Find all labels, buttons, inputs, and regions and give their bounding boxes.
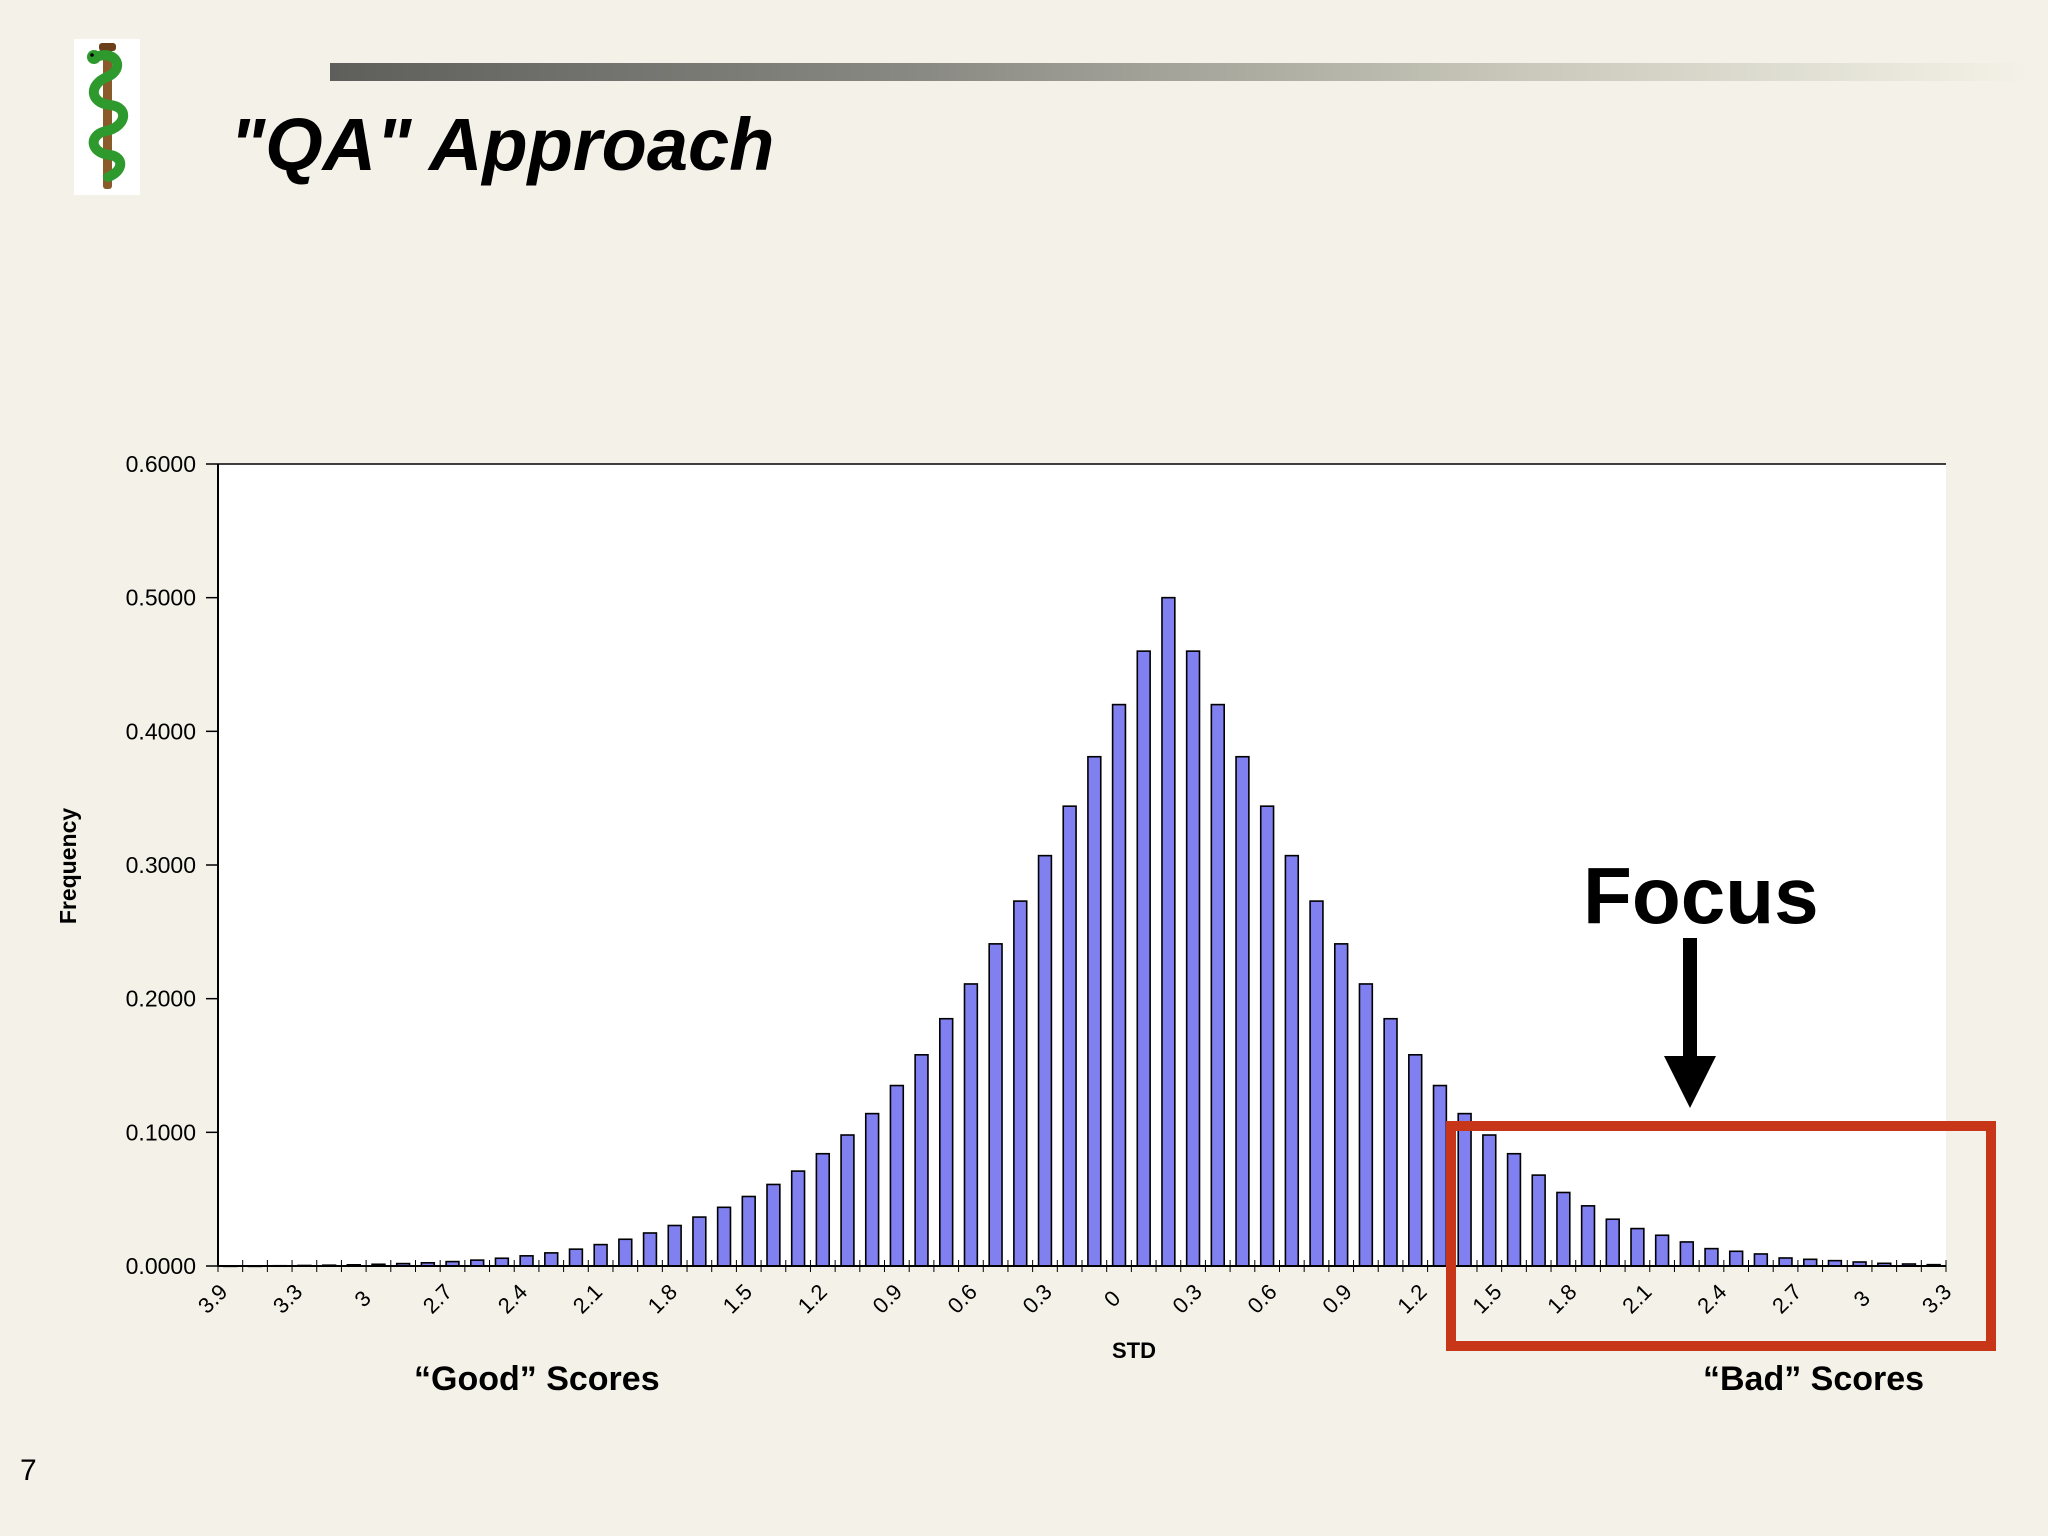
histogram-bar: [1259, 805, 1275, 1267]
x-tick-label: 0: [1099, 1286, 1125, 1312]
histogram-bar: [1383, 1017, 1398, 1267]
x-tick-label: 3.3: [268, 1279, 307, 1318]
x-tick-label: 3: [349, 1286, 375, 1312]
histogram-bar: [1185, 650, 1201, 1267]
y-tick-label: 0.6000: [126, 451, 196, 477]
y-tick-label: 0.4000: [126, 718, 196, 744]
x-tick-label: 0.9: [1317, 1279, 1356, 1318]
rod-of-asclepius-icon: [87, 43, 128, 189]
x-tick-label: 2.7: [418, 1279, 457, 1318]
x-tick-label: 0.3: [1167, 1279, 1206, 1318]
histogram-bar: [939, 1017, 954, 1267]
histogram-bar: [494, 1257, 510, 1267]
y-axis-ticks: 0.0000 0.1000 0.2000 0.3000 0.4000 0.5000 0.60…: [126, 451, 218, 1279]
histogram-bar: [1087, 755, 1102, 1267]
histogram-bar: [864, 1112, 880, 1267]
histogram-bar: [1062, 805, 1077, 1267]
down-arrow-icon: [1664, 938, 1716, 1108]
good-scores-label: “Good” Scores: [414, 1360, 660, 1398]
histogram-bar: [667, 1224, 682, 1267]
histogram-bar: [1210, 703, 1225, 1267]
x-tick-label: 3.9: [193, 1279, 232, 1318]
histogram-bar: [716, 1206, 732, 1267]
histogram-bar: [519, 1255, 534, 1267]
histogram-bar: [914, 1054, 929, 1267]
y-tick-label: 0.1000: [126, 1119, 196, 1145]
x-tick-label: 2.1: [568, 1279, 607, 1318]
x-tick-label: 1.2: [1392, 1279, 1431, 1318]
histogram-bar: [692, 1216, 707, 1267]
slide-title: "QA" Approach: [230, 103, 775, 186]
x-tick-label: 2.4: [493, 1279, 532, 1318]
histogram-bar: [1432, 1084, 1448, 1267]
histogram-bar: [815, 1152, 831, 1267]
y-tick-label: 0.5000: [126, 585, 196, 611]
histogram-bar: [1111, 703, 1127, 1267]
x-tick-label: 0.6: [943, 1279, 982, 1318]
histogram-bar: [618, 1238, 633, 1267]
x-tick-label: 1.8: [643, 1279, 682, 1318]
y-tick-label: 0.2000: [126, 986, 196, 1012]
histogram-bar: [766, 1183, 781, 1267]
title-decoration-bar: [330, 63, 2030, 81]
histogram-bar: [568, 1248, 584, 1267]
bars: [223, 596, 1941, 1268]
x-tick-label: 0.6: [1242, 1279, 1281, 1318]
histogram-bar: [963, 983, 979, 1267]
focus-label: Focus: [1583, 851, 1819, 940]
histogram-bar: [1284, 854, 1300, 1267]
x-tick-label: 0.9: [868, 1279, 907, 1318]
histogram-bar: [790, 1170, 806, 1267]
x-tick-label: 1.5: [718, 1279, 757, 1318]
histogram-bar: [741, 1195, 756, 1267]
x-tick-label: 1.2: [793, 1279, 832, 1318]
histogram-bar: [1013, 900, 1028, 1267]
histogram-bar: [1136, 650, 1151, 1267]
histogram-bar: [642, 1232, 658, 1267]
x-axis-label: STD: [1112, 1338, 1156, 1363]
histogram-bar: [1037, 854, 1053, 1267]
bad-scores-label: “Bad” Scores: [1703, 1360, 1925, 1398]
histogram-bar: [1309, 900, 1324, 1267]
focus-highlight-box: [1446, 1121, 1996, 1351]
histogram-bar: [1408, 1054, 1423, 1267]
histogram-bar: [988, 943, 1003, 1267]
histogram-bar: [1358, 983, 1374, 1267]
y-tick-label: 0.0000: [126, 1253, 196, 1279]
histogram-bar: [1333, 943, 1349, 1267]
x-tick-label: 0.3: [1018, 1279, 1057, 1318]
logo: [74, 39, 140, 195]
page-number: 7: [20, 1454, 37, 1487]
y-axis-label: Frequency: [55, 808, 81, 925]
histogram-bar: [840, 1134, 855, 1267]
histogram-bar: [544, 1252, 559, 1267]
histogram-bar: [1161, 596, 1176, 1267]
histogram-bar: [593, 1243, 608, 1267]
plot-area: [218, 464, 1946, 1266]
histogram-bar: [1235, 755, 1250, 1267]
y-tick-label: 0.3000: [126, 852, 196, 878]
histogram-bar: [889, 1084, 905, 1267]
